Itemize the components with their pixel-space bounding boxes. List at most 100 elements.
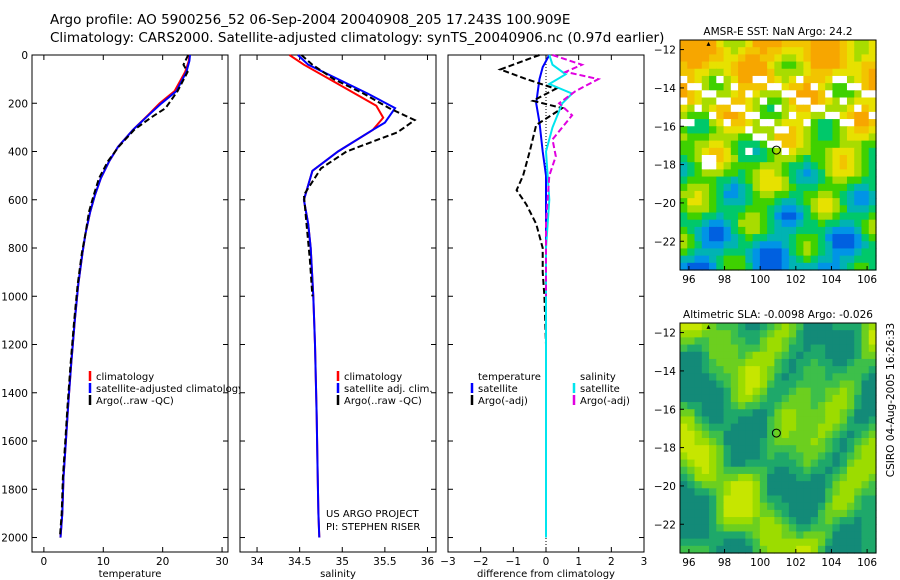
heatmap-cell bbox=[745, 176, 754, 185]
heatmap-cell bbox=[810, 452, 819, 461]
heatmap-cell bbox=[839, 198, 848, 206]
heatmap-cell bbox=[788, 255, 797, 264]
heatmap-cell bbox=[723, 445, 732, 453]
heatmap-cell bbox=[687, 104, 696, 113]
heatmap-cell bbox=[817, 169, 826, 178]
heatmap-cell bbox=[716, 75, 725, 84]
heatmap-cell bbox=[694, 119, 703, 127]
plot-frame bbox=[239, 54, 437, 553]
heatmap-cell bbox=[687, 90, 696, 99]
heatmap-cell bbox=[687, 61, 696, 70]
heatmap-cell bbox=[738, 97, 746, 106]
heatmap-cell bbox=[759, 358, 768, 367]
heatmap-cell bbox=[687, 459, 696, 468]
heatmap-cell bbox=[810, 509, 819, 518]
heatmap-cell bbox=[723, 61, 732, 70]
heatmap-cell bbox=[810, 445, 819, 453]
heatmap-cell bbox=[701, 241, 710, 250]
heatmap-cell bbox=[839, 373, 848, 382]
heatmap-cell bbox=[716, 423, 725, 432]
heatmap-cell bbox=[759, 212, 768, 221]
annotation-text: PI: STEPHEN RISER bbox=[326, 522, 420, 533]
heatmap-cell bbox=[759, 75, 768, 84]
heatmap-cell bbox=[788, 155, 797, 163]
heatmap-cell bbox=[680, 380, 688, 389]
heatmap-cell bbox=[716, 452, 725, 461]
heatmap-cell bbox=[752, 162, 761, 170]
heatmap-cell bbox=[680, 119, 688, 127]
heatmap-cell bbox=[701, 509, 710, 518]
heatmap-cell bbox=[803, 176, 812, 185]
heatmap-cell bbox=[745, 133, 754, 142]
heatmap-cell bbox=[709, 323, 717, 331]
heatmap-cell bbox=[861, 119, 870, 127]
heatmap-cell bbox=[694, 330, 703, 338]
heatmap-cell bbox=[694, 380, 703, 389]
heatmap-cell bbox=[781, 97, 790, 106]
heatmap-cell bbox=[738, 531, 746, 540]
heatmap-cell bbox=[723, 75, 732, 84]
heatmap-cell bbox=[825, 517, 834, 525]
heatmap-cell bbox=[774, 97, 783, 106]
heatmap-cell bbox=[839, 495, 848, 504]
x-tick-label: 34.5 bbox=[288, 556, 311, 568]
heatmap-cell bbox=[832, 481, 841, 489]
heatmap-cell bbox=[832, 495, 841, 504]
heatmap-cell bbox=[716, 531, 725, 540]
heatmap-cell bbox=[832, 545, 841, 554]
heatmap-cell bbox=[846, 90, 855, 99]
heatmap-cell bbox=[803, 140, 812, 149]
heatmap-cell bbox=[825, 126, 834, 135]
heatmap-cell bbox=[817, 488, 826, 497]
heatmap-cell bbox=[846, 373, 855, 382]
heatmap-cell bbox=[694, 524, 703, 533]
heatmap-cell bbox=[839, 126, 848, 135]
heatmap-cell bbox=[825, 234, 834, 242]
heatmap-cell bbox=[694, 394, 703, 403]
heatmap-cell bbox=[788, 402, 797, 410]
heatmap-cell bbox=[745, 83, 754, 91]
heatmap-cell bbox=[796, 394, 805, 403]
heatmap-cell bbox=[752, 140, 761, 149]
heatmap-cell bbox=[839, 481, 848, 489]
heatmap-cell bbox=[752, 147, 761, 156]
heatmap-cell bbox=[868, 409, 877, 418]
heatmap-cell bbox=[680, 155, 688, 163]
heatmap-cell bbox=[709, 394, 717, 403]
heatmap-cell bbox=[701, 140, 710, 149]
heatmap-cell bbox=[716, 459, 725, 468]
heatmap-cell bbox=[861, 495, 870, 504]
heatmap-cell bbox=[680, 126, 688, 135]
heatmap-cell bbox=[810, 344, 819, 353]
heatmap-cell bbox=[759, 68, 768, 77]
heatmap-cell bbox=[810, 402, 819, 410]
heatmap-cell bbox=[810, 183, 819, 192]
heatmap-cell bbox=[796, 481, 805, 489]
heatmap-cell bbox=[781, 205, 790, 214]
heatmap-cell bbox=[701, 219, 710, 228]
heatmap-cell bbox=[680, 323, 688, 331]
heatmap-cell bbox=[854, 169, 863, 178]
heatmap-cell bbox=[738, 366, 746, 374]
heatmap-cell bbox=[716, 97, 725, 106]
heatmap-cell bbox=[767, 373, 775, 382]
heatmap-cell bbox=[868, 402, 877, 410]
heatmap-cell bbox=[839, 255, 848, 264]
heatmap-cell bbox=[846, 351, 855, 360]
heatmap-cell bbox=[810, 226, 819, 235]
heatmap-cell bbox=[738, 438, 746, 446]
heatmap-cell bbox=[730, 212, 739, 221]
heatmap-cell bbox=[803, 531, 812, 540]
heatmap-cell bbox=[810, 169, 819, 178]
heatmap-cell bbox=[716, 255, 725, 264]
heatmap-cell bbox=[745, 409, 754, 418]
heatmap-cell bbox=[854, 394, 863, 403]
heatmap-cell bbox=[730, 495, 739, 504]
heatmap-cell bbox=[810, 54, 819, 63]
heatmap-cell bbox=[825, 394, 834, 403]
heatmap-cell bbox=[701, 262, 710, 271]
legend-entry: climatology bbox=[96, 372, 154, 383]
heatmap-cell bbox=[825, 466, 834, 475]
x-tick-label: 98 bbox=[718, 274, 731, 286]
heatmap-cell bbox=[817, 241, 826, 250]
